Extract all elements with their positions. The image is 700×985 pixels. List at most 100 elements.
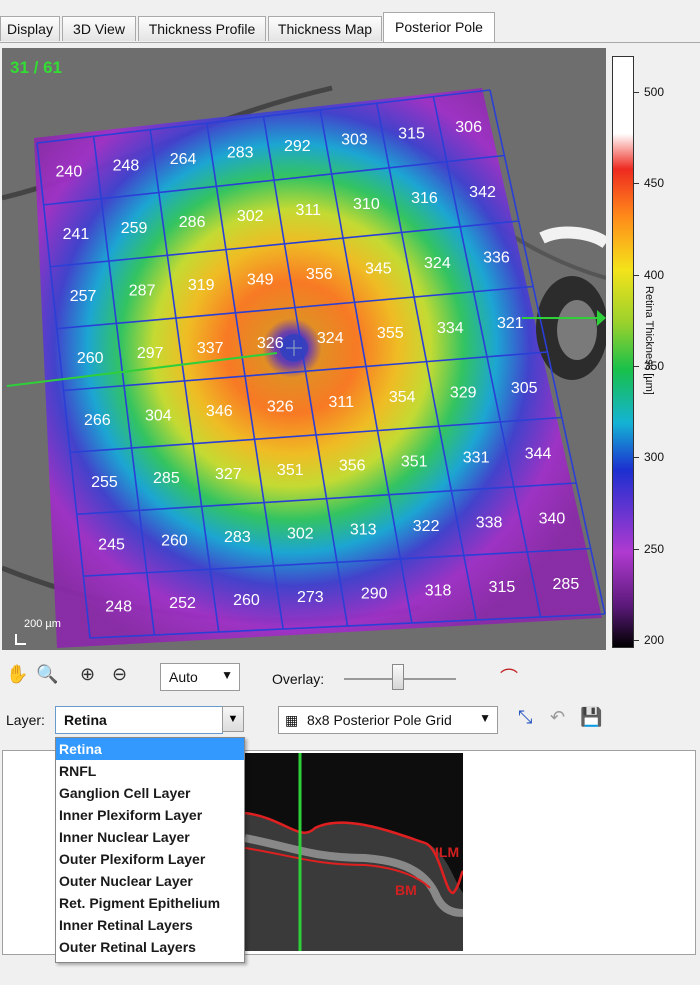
layer-option[interactable]: RNFL [59,763,97,779]
grid-cell-value: 283 [227,145,254,162]
zoom-in-icon[interactable]: ⊕ [80,664,96,684]
colorbar-tick [634,183,639,185]
grid-line-horizontal [63,351,548,392]
save-icon[interactable]: 💾 [580,707,603,727]
layer-label: Layer: [6,712,45,728]
layer-dropdown-list: Retina RNFL Ganglion Cell Layer Inner Plexi… [55,737,245,963]
tab-display[interactable]: Display [0,16,60,41]
grid-cell-value: 326 [257,335,284,352]
grid-line-horizontal [70,416,562,454]
grid-overlay [36,89,606,639]
grid-line-vertical [432,96,542,618]
grid-cell-value: 355 [377,325,404,342]
grid-cell-value: 260 [161,533,188,550]
grid-cell-value: 310 [353,196,380,213]
grid-cell-value: 354 [389,389,416,406]
fundus-image: 240 248 264 283 292 303 315 306 241 259 286 302 311 3… [2,48,606,650]
layer-option[interactable]: Inner Nuclear Layer [59,829,190,845]
tab-thickness-profile[interactable]: Thickness Profile [138,16,266,41]
zoom-icon[interactable]: 🔍 [36,664,59,684]
grid-cell-value: 260 [77,350,104,367]
layer-option[interactable]: Retina [56,738,244,760]
zoom-out-icon[interactable]: ⊖ [112,664,128,684]
grid-cell-value: 315 [489,579,516,596]
oct-bscan-image[interactable]: ILM BM [245,753,463,951]
grid-cell-value: 319 [188,277,215,294]
hand-pan-icon[interactable]: ✋ [6,664,29,684]
zoom-mode-value: Auto [169,669,198,685]
overlay-slider-thumb[interactable] [391,664,404,690]
grid-cell-value: 241 [63,226,90,243]
grid-cell-value: 327 [215,466,242,483]
overlay-label: Overlay: [272,671,325,687]
thickness-colorbar [612,56,634,648]
tab-thickness-map[interactable]: Thickness Map [268,16,382,41]
grid-cell-value: 260 [233,592,260,609]
layer-option[interactable]: Inner Plexiform Layer [59,807,203,823]
grid-cell-value: 326 [267,398,294,415]
grid-cell-value: 285 [153,470,180,487]
grid-cell-value: 337 [197,340,224,357]
layer-option[interactable]: Ganglion Cell Layer [59,785,191,801]
layer-dropdown-button[interactable]: ▼ [222,706,244,732]
grid-cell-value: 338 [476,514,503,531]
undo-icon[interactable]: ↶ [550,707,566,727]
grid-cell-value: 302 [287,525,314,542]
collapse-icon[interactable]: ⤡ [518,707,533,727]
colorbar-tick-label: 400 [644,267,665,282]
grid-cell-value: 342 [469,184,496,201]
grid-cell-value: 273 [297,589,324,606]
colorbar-tick-label: 200 [644,632,665,647]
colorbar-tick-label: 450 [644,176,665,191]
grid-cell-value: 285 [553,576,580,593]
grid-cell-value: 297 [137,345,164,362]
grid-cell-value: 305 [511,380,538,397]
colorbar-tick-label: 250 [644,541,665,556]
colorbar-tick [634,365,639,367]
fundus-thickness-map[interactable]: 240 248 264 283 292 303 315 306 241 259 286 302 311 3… [2,48,606,650]
grid-cell-value: 321 [497,315,524,332]
grid-cell-value: 311 [296,202,322,219]
layer-option[interactable]: Outer Nuclear Layer [59,873,193,889]
grid-cell-value: 304 [145,408,172,425]
grid-cell-value: 351 [401,454,428,471]
grid-cell-value: 356 [339,458,366,475]
grid-cell-value: 302 [237,208,264,225]
layer-option[interactable]: Outer Retinal Layers [59,939,196,955]
colorbar-title: Retina Thickness [µm] [643,286,655,395]
grid-line-horizontal [76,482,577,516]
grid-cell-value: 331 [463,449,490,466]
bm-label: BM [395,882,417,898]
colorbar-tick [634,457,639,459]
tab-posterior-pole[interactable]: Posterior Pole [383,12,495,42]
grid-cell-value: 351 [277,462,304,479]
chevron-down-icon: ▼ [479,711,491,725]
grid-cell-value: 334 [437,320,464,337]
ilm-label: ILM [435,844,459,860]
grid-cell-value: 345 [365,260,392,277]
grid-type-value: 8x8 Posterior Pole Grid [307,712,452,728]
zoom-mode-select[interactable]: Auto ▼ [160,663,240,691]
grid-type-select[interactable]: ▦ 8x8 Posterior Pole Grid ▼ [278,706,498,734]
grid-cell-value: 306 [455,119,482,136]
layer-select[interactable]: Retina [55,706,223,734]
layer-option[interactable]: Ret. Pigment Epithelium [59,895,221,911]
grid-line-vertical [489,89,606,615]
scale-bar-label: 200 µm [24,618,61,630]
grid-line-horizontal [89,613,606,639]
colorbar-tick [634,92,639,93]
pointer-tool-icon[interactable]: ⌒ [500,668,518,688]
grid-cell-value: 324 [424,255,451,272]
colorbar-tick-label: 500 [644,85,665,99]
grid-cell-value: 264 [170,151,197,168]
grid-cell-value: 329 [450,385,477,402]
chevron-down-icon: ▼ [221,668,233,682]
tab-3d-view[interactable]: 3D View [62,16,136,41]
grid-cell-value: 344 [525,445,552,462]
colorbar-tick [634,639,639,641]
layer-option[interactable]: Outer Plexiform Layer [59,851,206,867]
grid-cell-value: 290 [361,586,388,603]
grid-cell-value: 356 [306,266,333,283]
grid-icon: ▦ [285,712,299,728]
layer-option[interactable]: Inner Retinal Layers [59,917,193,933]
